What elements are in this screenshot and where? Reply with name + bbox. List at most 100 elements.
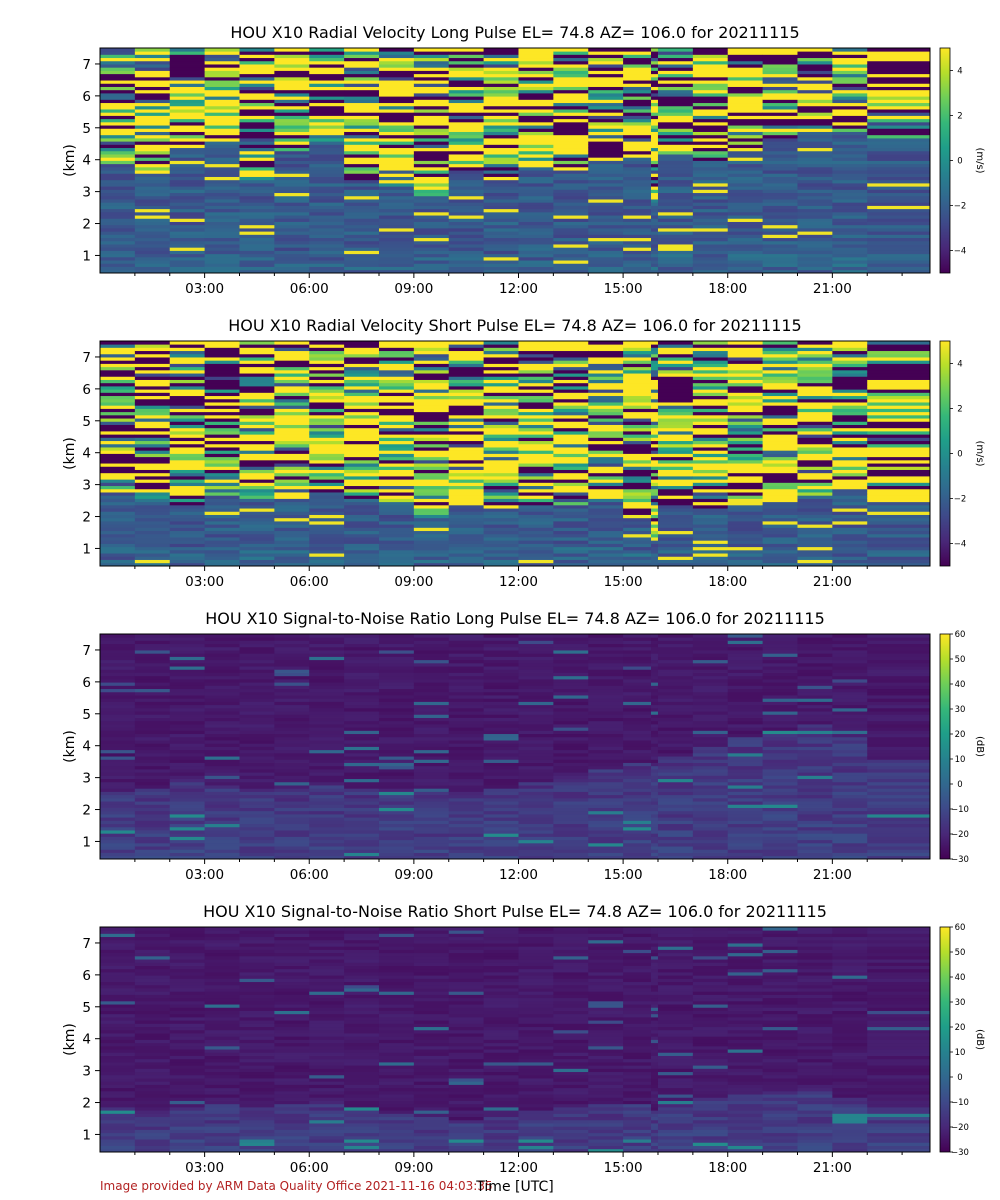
heatmap-cell <box>657 89 694 94</box>
heatmap-cell <box>274 218 310 222</box>
heatmap-cell <box>692 134 729 139</box>
heatmap-cell <box>867 154 931 158</box>
heatmap-cell <box>797 102 833 107</box>
heatmap-cell <box>692 778 729 783</box>
heatmap-cell <box>169 379 206 384</box>
heatmap-cell <box>651 398 659 403</box>
heatmap-cell <box>483 134 519 139</box>
heatmap-cell <box>762 836 798 841</box>
heatmap-cell <box>651 482 659 487</box>
heatmap-cell <box>204 810 240 815</box>
heatmap-cell <box>692 237 729 242</box>
heatmap-cell <box>867 102 931 107</box>
heatmap-cell <box>169 765 206 770</box>
heatmap-cell <box>867 514 931 519</box>
heatmap-cell <box>100 682 136 686</box>
heatmap-cell <box>623 121 652 126</box>
heatmap-cell <box>797 488 833 493</box>
heatmap-cell <box>588 682 624 686</box>
heatmap-cell <box>413 804 450 808</box>
heatmap-cell <box>274 727 310 731</box>
heatmap-cell <box>239 559 275 564</box>
heatmap-cell <box>378 170 415 174</box>
heatmap-cell <box>169 524 206 528</box>
heatmap-cell <box>344 476 380 480</box>
heatmap-cell <box>657 237 694 242</box>
heatmap-cell <box>692 418 729 422</box>
heatmap-cell <box>413 749 450 754</box>
heatmap-cell <box>378 540 415 544</box>
heatmap-cell <box>100 498 136 503</box>
heatmap-cell <box>413 48 450 52</box>
heatmap-cell <box>309 823 345 828</box>
heatmap-cell <box>797 64 833 68</box>
heatmap-cell <box>518 511 554 515</box>
heatmap-cell <box>309 228 345 232</box>
heatmap-cell <box>692 833 729 837</box>
heatmap-cell <box>483 781 519 786</box>
heatmap-cell <box>448 189 485 194</box>
heatmap-cell <box>483 814 519 818</box>
heatmap-cell <box>588 640 624 645</box>
heatmap-cell <box>309 637 345 641</box>
heatmap-cell <box>657 704 694 709</box>
heatmap-cell <box>378 469 415 474</box>
heatmap-cell <box>274 118 310 123</box>
heatmap-cell <box>657 93 694 97</box>
heatmap-cell <box>483 154 519 158</box>
heatmap-cell <box>797 344 833 348</box>
heatmap-cell <box>309 440 345 445</box>
heatmap-cell <box>832 408 868 413</box>
heatmap-cell <box>553 395 589 400</box>
heatmap-cell <box>309 530 345 535</box>
heatmap-cell <box>134 344 171 348</box>
heatmap-cell <box>448 341 485 345</box>
heatmap-cell <box>518 479 554 483</box>
heatmap-cell <box>832 360 868 364</box>
heatmap-cell <box>623 421 652 425</box>
heatmap-cell <box>518 839 554 844</box>
heatmap-cell <box>657 256 694 261</box>
heatmap-cell <box>651 836 659 841</box>
heatmap-cell <box>100 121 136 126</box>
heatmap-cell <box>134 791 171 796</box>
heatmap-cell <box>623 842 652 847</box>
heatmap-cell <box>448 138 485 142</box>
heatmap-cell <box>344 682 380 686</box>
heatmap-cell <box>867 479 931 483</box>
heatmap-cell <box>448 781 485 786</box>
heatmap-cell <box>134 650 171 654</box>
heatmap-cell <box>378 553 415 557</box>
heatmap-cell <box>100 714 136 718</box>
heatmap-cell <box>413 170 450 174</box>
heatmap-cell <box>727 778 763 783</box>
heatmap-cell <box>553 269 589 274</box>
heatmap-cell <box>623 634 652 638</box>
heatmap-cell <box>692 672 729 677</box>
heatmap-cell <box>378 733 415 738</box>
heatmap-cell <box>448 128 485 132</box>
heatmap-cell <box>378 431 415 435</box>
heatmap-cell <box>483 376 519 380</box>
heatmap-cell <box>518 852 554 857</box>
heatmap-cell <box>309 833 345 837</box>
heatmap-cell <box>867 421 931 425</box>
heatmap-cell <box>204 392 240 397</box>
heatmap-cell <box>134 431 171 435</box>
heatmap-cell <box>169 360 206 364</box>
heatmap-cell <box>239 749 275 754</box>
heatmap-cell <box>692 675 729 680</box>
heatmap-cell <box>413 756 450 760</box>
heatmap-cell <box>239 440 275 445</box>
heatmap-cell <box>553 366 589 371</box>
heatmap-cell <box>169 675 206 680</box>
heatmap-cell <box>797 772 833 776</box>
heatmap-cell <box>344 533 380 538</box>
heatmap-cell <box>204 421 240 425</box>
heatmap-cell <box>274 794 310 799</box>
heatmap-cell <box>797 224 833 229</box>
heatmap-cell <box>727 488 763 493</box>
heatmap-cell <box>657 48 694 52</box>
heatmap-cell <box>309 781 345 786</box>
heatmap-cell <box>378 485 415 490</box>
